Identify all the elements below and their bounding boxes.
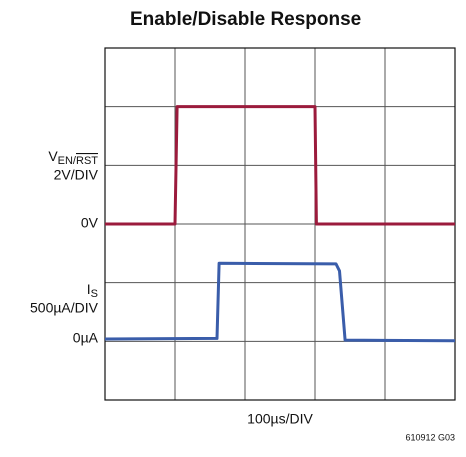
- series-scale: 2V/DIV: [54, 167, 99, 183]
- footnote: 610912 G03: [405, 432, 455, 442]
- series-label: VEN/RST: [48, 148, 98, 167]
- series-name: V: [48, 148, 58, 164]
- trace: [105, 105, 455, 226]
- trace: [104, 261, 456, 343]
- x-axis-label: 100µs/DIV: [247, 411, 313, 427]
- zero-label: 0µA: [73, 330, 99, 346]
- series-subscript: EN/: [58, 155, 77, 167]
- series-subscript: RST: [76, 155, 98, 167]
- chart-title: Enable/Disable Response: [130, 9, 361, 30]
- series-subscript: S: [91, 288, 98, 300]
- series-scale: 500µA/DIV: [30, 300, 99, 316]
- series-name: I: [87, 281, 91, 297]
- series-label: IS: [87, 281, 98, 300]
- zero-label: 0V: [81, 215, 99, 231]
